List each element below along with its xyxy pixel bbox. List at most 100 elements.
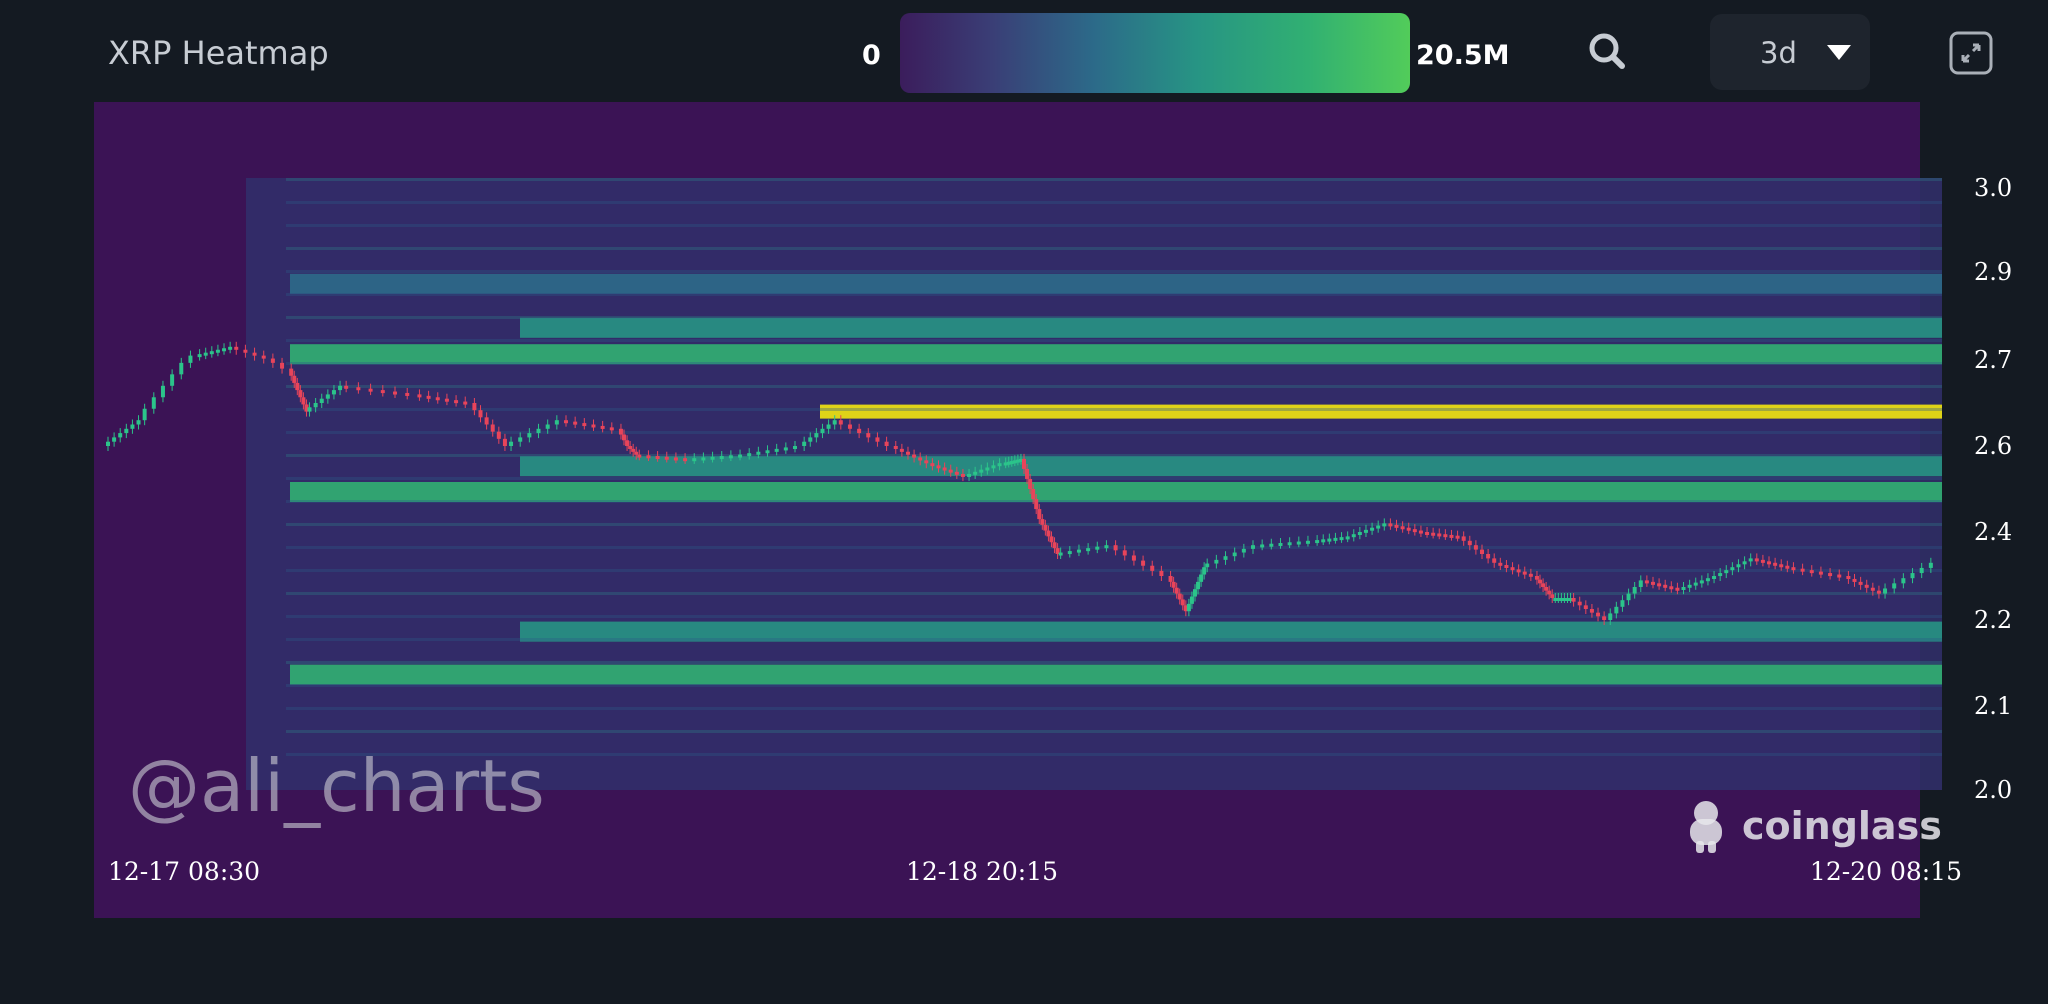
candle-body bbox=[151, 397, 156, 409]
candle-body bbox=[1058, 552, 1063, 556]
candle-body bbox=[209, 351, 214, 355]
candle-body bbox=[393, 391, 398, 395]
candle-body bbox=[634, 451, 639, 455]
candle-body bbox=[1055, 548, 1060, 554]
candle-body bbox=[1131, 555, 1136, 561]
candle-body bbox=[1602, 616, 1607, 620]
candle-body bbox=[1418, 530, 1423, 534]
candle-body bbox=[1626, 593, 1631, 601]
time-range-select[interactable]: 3d bbox=[1710, 14, 1870, 90]
candle-body bbox=[331, 390, 336, 395]
candle-body bbox=[1571, 598, 1576, 602]
candle-body bbox=[1809, 570, 1814, 574]
candle-body bbox=[857, 428, 862, 434]
candle-body bbox=[1883, 588, 1888, 594]
candle-body bbox=[368, 388, 373, 392]
brand-name: coinglass bbox=[1742, 804, 1942, 848]
candle-body bbox=[1699, 580, 1704, 584]
candle-body bbox=[875, 437, 880, 442]
candle-body bbox=[1461, 536, 1466, 541]
heat-stripe bbox=[286, 638, 1942, 641]
candle-body bbox=[1516, 569, 1521, 573]
candle-body bbox=[1186, 603, 1191, 612]
heat-stripe bbox=[286, 293, 1942, 296]
candle-body bbox=[170, 374, 175, 386]
candle-body bbox=[820, 428, 825, 434]
candle-body bbox=[1837, 574, 1842, 578]
candle-body bbox=[1779, 564, 1784, 568]
heat-stripe bbox=[286, 569, 1942, 572]
candle-body bbox=[1742, 561, 1747, 565]
candle-body bbox=[1180, 599, 1185, 606]
candle-body bbox=[1828, 573, 1833, 577]
search-icon bbox=[1589, 33, 1625, 69]
heat-stripe bbox=[286, 454, 1942, 457]
candle-body bbox=[1800, 568, 1805, 572]
y-tick-label: 2.4 bbox=[1974, 518, 2012, 546]
liquidity-band bbox=[290, 273, 1942, 294]
candle-body bbox=[1076, 549, 1081, 553]
candle-body bbox=[997, 463, 1002, 467]
candle-body bbox=[1550, 594, 1555, 598]
candle-body bbox=[1431, 532, 1436, 536]
candle-body bbox=[930, 463, 935, 467]
candle-body bbox=[942, 467, 947, 471]
candle-body bbox=[292, 375, 297, 383]
candle-body bbox=[1406, 527, 1411, 531]
candle-body bbox=[1449, 534, 1454, 538]
candle-body bbox=[289, 368, 294, 376]
y-tick-label: 2.2 bbox=[1974, 606, 2012, 634]
liquidity-band bbox=[290, 344, 1942, 365]
search-button[interactable] bbox=[1584, 28, 1632, 76]
candle-body bbox=[1028, 478, 1033, 489]
fullscreen-button[interactable] bbox=[1948, 30, 1994, 76]
candle-body bbox=[1370, 527, 1375, 531]
candle-body bbox=[985, 467, 990, 471]
watermark-text: @ali_charts bbox=[128, 744, 545, 828]
candle-body bbox=[1596, 612, 1601, 617]
candle-body bbox=[637, 454, 642, 458]
candle-body bbox=[1583, 605, 1588, 609]
candle-body bbox=[1049, 536, 1054, 543]
candle-body bbox=[1095, 546, 1100, 550]
candle-body bbox=[1046, 530, 1051, 537]
candle-body bbox=[655, 456, 660, 460]
candle-body bbox=[793, 446, 797, 449]
candle-body bbox=[1394, 524, 1399, 528]
candle-body bbox=[893, 446, 898, 449]
candle-body bbox=[866, 433, 871, 438]
candle-body bbox=[509, 441, 514, 446]
candle-body bbox=[536, 428, 541, 434]
heat-stripe bbox=[286, 385, 1942, 388]
heat-stripe bbox=[286, 615, 1942, 618]
candle-body bbox=[618, 428, 623, 435]
candle-body bbox=[1928, 562, 1933, 568]
candle-body bbox=[1412, 529, 1417, 533]
candle-body bbox=[564, 420, 568, 424]
scale-min-label: 0 bbox=[862, 40, 881, 71]
candle-body bbox=[582, 423, 587, 427]
candle-body bbox=[802, 441, 807, 446]
heat-stripe bbox=[286, 592, 1942, 595]
liquidity-band bbox=[290, 482, 1942, 502]
candle-body bbox=[1321, 539, 1326, 543]
heat-stripe bbox=[286, 224, 1942, 227]
candle-body bbox=[936, 465, 941, 469]
candle-body bbox=[625, 440, 630, 446]
candle-body bbox=[1183, 605, 1188, 612]
y-tick-label: 2.0 bbox=[1974, 776, 2012, 804]
candle-body bbox=[1034, 499, 1039, 510]
candle-body bbox=[1657, 583, 1662, 587]
candle-body bbox=[573, 421, 578, 425]
candle-body bbox=[1754, 558, 1759, 562]
candle-body bbox=[1006, 461, 1011, 465]
candle-body bbox=[1022, 458, 1026, 469]
candle-body bbox=[960, 473, 965, 477]
candle-body bbox=[719, 456, 724, 460]
candle-body bbox=[1748, 558, 1753, 562]
candle-body bbox=[1858, 581, 1863, 585]
x-tick-label: 12-17 08:30 bbox=[108, 857, 260, 886]
candle-body bbox=[1232, 552, 1237, 557]
